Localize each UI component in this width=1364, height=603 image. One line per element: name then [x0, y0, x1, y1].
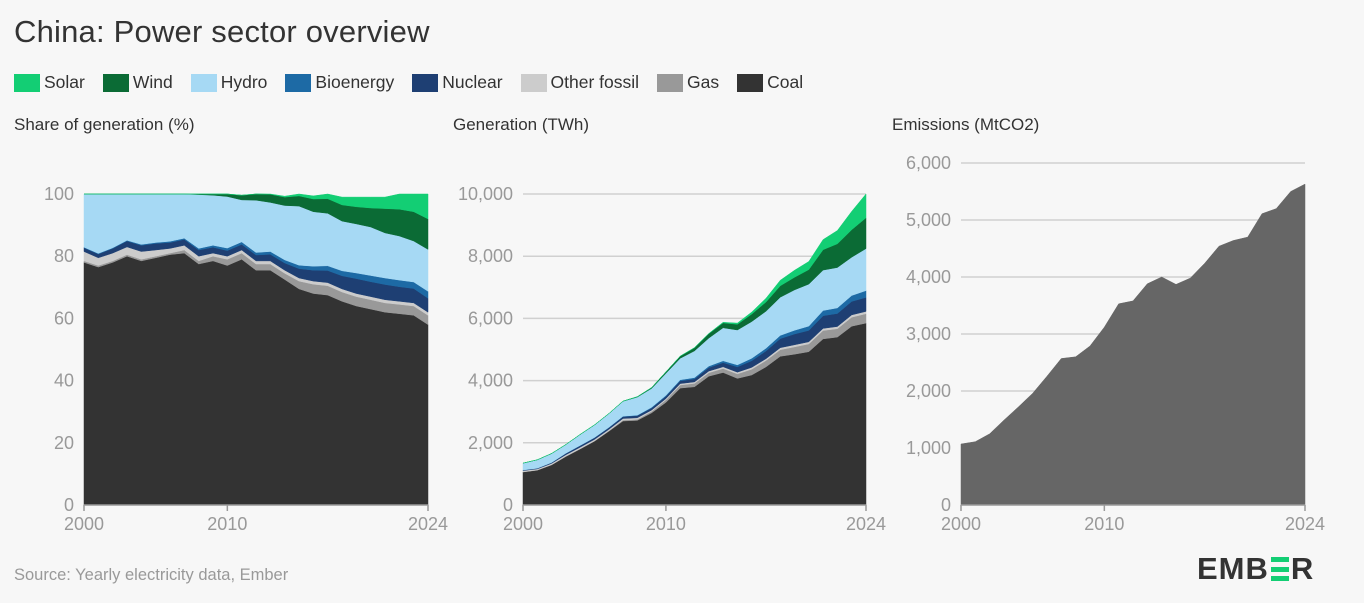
y-tick-label: 4,000	[906, 267, 951, 287]
y-tick-label: 8,000	[468, 246, 513, 266]
legend-item-coal: Coal	[737, 72, 803, 93]
legend-item-bioenergy: Bioenergy	[285, 72, 394, 93]
legend-item-other-fossil: Other fossil	[520, 72, 640, 93]
source-note: Source: Yearly electricity data, Ember	[14, 566, 289, 584]
legend-swatch-nuclear	[412, 73, 439, 92]
x-tick-label: 2010	[646, 514, 686, 534]
legend-label: Gas	[687, 72, 720, 92]
y-tick-label: 40	[54, 371, 74, 391]
y-tick-label: 0	[64, 495, 74, 515]
legend-label: Other fossil	[550, 72, 640, 92]
legend-swatch-hydro	[190, 73, 217, 92]
y-tick-label: 2,000	[906, 381, 951, 401]
x-tick-label: 2024	[408, 514, 448, 534]
legend-swatch-wind	[102, 73, 129, 92]
legend-swatch-gas	[657, 73, 684, 92]
y-tick-label: 2,000	[468, 433, 513, 453]
legend-label: Wind	[132, 72, 173, 92]
legend-label: Nuclear	[442, 72, 503, 92]
x-tick-label: 2010	[1084, 514, 1124, 534]
y-tick-label: 3,000	[906, 324, 951, 344]
legend-item-nuclear: Nuclear	[412, 72, 503, 93]
page-title: China: Power sector overview	[14, 14, 430, 49]
logo-text-suffix: R	[1290, 551, 1315, 586]
y-tick-label: 60	[54, 308, 74, 328]
legend-swatch-other-fossil	[520, 73, 547, 92]
y-tick-label: 0	[941, 495, 951, 515]
x-tick-label: 2000	[503, 514, 543, 534]
legend-label: Solar	[44, 72, 85, 92]
y-tick-label: 5,000	[906, 210, 951, 230]
y-tick-label: 6,000	[906, 153, 951, 173]
legend-item-hydro: Hydro	[190, 72, 268, 93]
legend-swatch-coal	[737, 73, 764, 92]
y-tick-label: 10,000	[458, 184, 513, 204]
legend-item-wind: Wind	[102, 72, 173, 93]
logo-text-prefix: EMB	[1197, 551, 1269, 586]
legend-label: Coal	[767, 72, 804, 92]
emissions-chart-title: Emissions (MtCO2)	[892, 115, 1040, 134]
legend-swatch-bioenergy	[285, 73, 312, 92]
y-tick-label: 80	[54, 246, 74, 266]
x-tick-label: 2000	[941, 514, 981, 534]
area-solar	[84, 193, 429, 220]
logo-green-e-icon	[1270, 557, 1289, 581]
ember-logo: EMB R	[1197, 551, 1314, 587]
y-tick-label: 6,000	[468, 308, 513, 328]
legend-item-gas: Gas	[657, 72, 719, 93]
y-tick-label: 4,000	[468, 371, 513, 391]
x-tick-label: 2010	[207, 514, 247, 534]
legend-label: Bioenergy	[315, 72, 395, 92]
x-tick-label: 2000	[64, 514, 104, 534]
share-chart-title: Share of generation (%)	[14, 115, 195, 134]
legend-label: Hydro	[220, 72, 268, 92]
legend-item-solar: Solar	[14, 72, 85, 93]
legend: Solar Wind Hydro Bioenergy Nuclear Other…	[14, 72, 821, 93]
y-tick-label: 0	[503, 495, 513, 515]
area-solar	[522, 193, 867, 464]
y-tick-label: 100	[44, 184, 74, 204]
generation-chart-title: Generation (TWh)	[453, 115, 590, 134]
x-tick-label: 2024	[846, 514, 886, 534]
y-tick-label: 1,000	[906, 438, 951, 458]
legend-swatch-solar	[14, 73, 40, 92]
x-tick-label: 2024	[1285, 514, 1325, 534]
y-tick-label: 20	[54, 433, 74, 453]
area-emissions	[960, 183, 1306, 506]
